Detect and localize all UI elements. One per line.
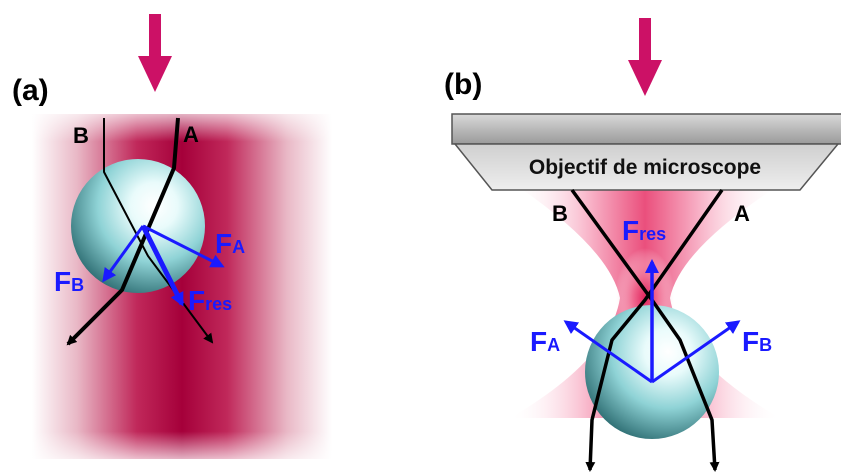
bead-a bbox=[71, 159, 205, 293]
ray-b-b bbox=[570, 188, 720, 472]
panel-b-label: (b) bbox=[444, 68, 482, 101]
force-vectors-a bbox=[102, 224, 225, 307]
ray-b-label-a: B bbox=[73, 123, 89, 148]
ray-b-label-b: B bbox=[552, 201, 568, 226]
incident-arrow-b-icon bbox=[628, 18, 662, 96]
force-res-label-b: Fres bbox=[622, 215, 666, 246]
force-vectors-b bbox=[563, 259, 741, 384]
force-res-label-a: Fres bbox=[188, 285, 232, 316]
force-a-label-b: FA bbox=[530, 326, 560, 357]
force-b-label-a: FB bbox=[54, 266, 84, 297]
microscope-objective bbox=[451, 113, 841, 191]
panel-b: (b) Objectif de microscope B A Fres FA F… bbox=[444, 18, 841, 472]
panel-a: (a) B A FA FB Fres bbox=[12, 14, 332, 459]
objective-label: Objectif de microscope bbox=[529, 156, 761, 179]
ray-a-label-b: A bbox=[734, 201, 750, 226]
panel-a-label: (a) bbox=[12, 74, 49, 107]
ray-a-b bbox=[585, 188, 724, 472]
force-b-label-b: FB bbox=[742, 326, 772, 357]
incident-arrow-a-icon bbox=[138, 14, 172, 92]
force-a-label-a: FA bbox=[215, 228, 245, 259]
ray-a-label-a: A bbox=[183, 122, 199, 147]
